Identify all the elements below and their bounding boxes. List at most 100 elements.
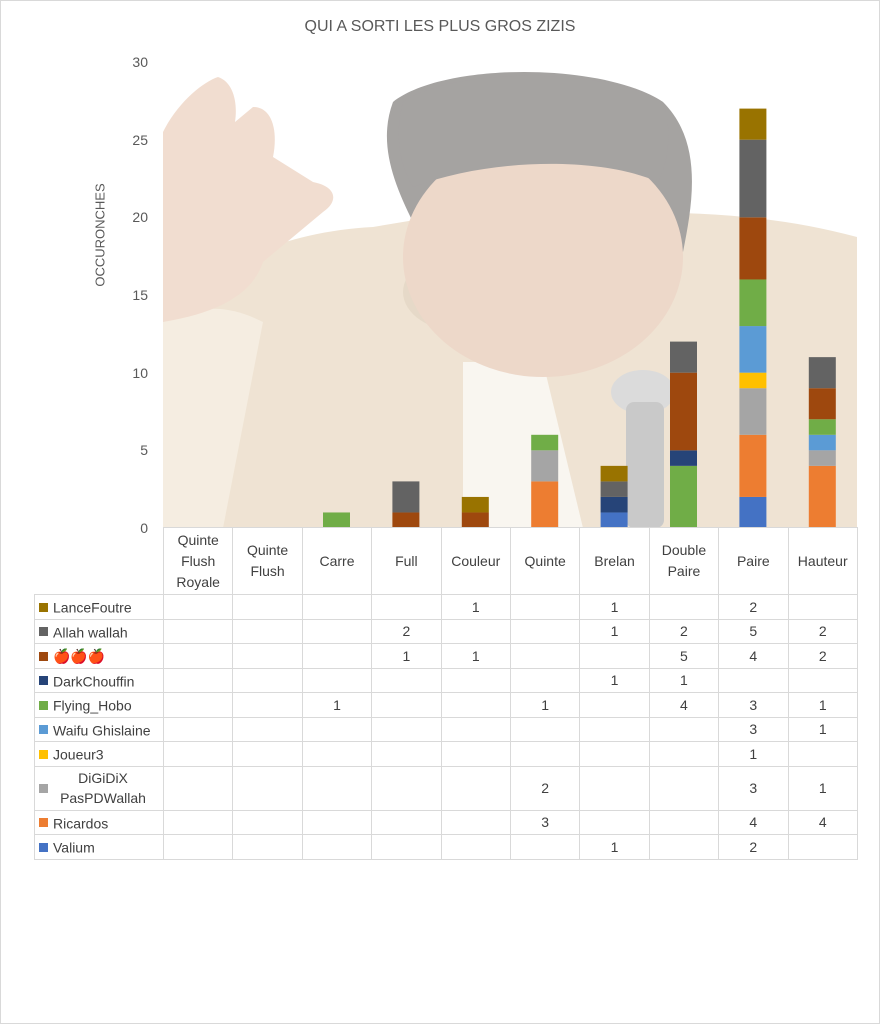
table-cell: 2 — [718, 594, 789, 620]
bar-segment — [531, 481, 559, 528]
table-cell: 3 — [509, 809, 581, 835]
category-label: Couleur — [440, 527, 511, 595]
bar-segment — [739, 217, 767, 280]
table-cell — [509, 834, 581, 860]
table-cell — [648, 765, 720, 811]
table-cell — [162, 667, 234, 693]
table-cell — [232, 741, 303, 767]
table-cell — [509, 594, 581, 620]
bar-segment — [739, 388, 767, 435]
y-tick-label: 20 — [132, 209, 148, 226]
table-cell: 1 — [787, 692, 858, 718]
bar-segment — [531, 450, 559, 482]
category-label: Full — [371, 527, 442, 595]
table-cell — [440, 692, 511, 718]
y-axis-label: OCCURONCHES — [92, 183, 108, 287]
legend-entry: Flying_Hobo — [34, 692, 164, 718]
table-cell — [162, 741, 234, 767]
table-row: LanceFoutre 1 1 2 — [34, 594, 858, 620]
table-cell — [232, 594, 303, 620]
category-label: Brelan — [579, 527, 650, 595]
table-cell: 3 — [718, 692, 789, 718]
bar-segment — [670, 341, 697, 373]
legend-swatch — [39, 602, 48, 612]
table-row: Ricardos 3 4 4 — [34, 809, 858, 835]
y-tick-label: 30 — [132, 54, 148, 70]
y-tick-label: 15 — [132, 287, 148, 303]
table-cell — [787, 834, 858, 860]
table-cell — [787, 667, 858, 693]
table-cell — [162, 643, 234, 669]
legend-entry: DiGiDiX PasPDWallah — [34, 765, 164, 811]
legend-swatch — [39, 651, 48, 661]
table-cell — [440, 765, 511, 811]
bar-segment — [600, 481, 628, 497]
table-cell: 2 — [509, 765, 581, 811]
bar-segment — [461, 512, 489, 528]
bar-segment — [600, 512, 628, 528]
legend-entry: Joueur3 — [34, 741, 164, 767]
table-corner — [35, 528, 164, 595]
bar-segment — [808, 388, 836, 420]
table-cell: 1 — [301, 692, 373, 718]
table-cell: 1 — [509, 692, 581, 718]
table-cell — [509, 667, 581, 693]
table-cell — [162, 834, 234, 860]
table-cell — [232, 643, 303, 669]
legend-swatch — [39, 783, 48, 793]
table-cell — [162, 765, 234, 811]
legend-label: LanceFoutre — [53, 599, 132, 616]
table-cell: 2 — [718, 834, 789, 860]
table-cell — [301, 716, 373, 742]
table-cell — [579, 809, 650, 835]
bar-segment — [600, 496, 628, 513]
table-cell — [232, 692, 303, 718]
table-cell — [648, 809, 720, 835]
legend-swatch — [39, 842, 48, 852]
table-cell — [301, 834, 373, 860]
table-cell — [162, 716, 234, 742]
bar-segment — [531, 434, 559, 451]
bar-segment — [739, 279, 767, 327]
table-cell — [509, 741, 581, 767]
table-cell — [301, 667, 373, 693]
table-cell — [232, 618, 303, 644]
y-tick-label: 0 — [140, 520, 148, 536]
table-cell — [579, 643, 650, 669]
y-tick-label: 25 — [132, 131, 148, 148]
table-cell — [301, 594, 373, 620]
bar-segment — [808, 465, 836, 528]
table-cell — [162, 594, 234, 620]
table-cell — [301, 765, 373, 811]
table-cell — [301, 741, 373, 767]
table-cell — [371, 765, 442, 811]
table-cell: 1 — [579, 834, 650, 860]
table-cell — [440, 809, 511, 835]
table-cell — [371, 716, 442, 742]
table-cell: 5 — [648, 643, 720, 669]
table-cell — [440, 618, 511, 644]
y-tick-label: 10 — [132, 364, 148, 381]
table-cell — [371, 667, 442, 693]
table-cell: 1 — [440, 643, 511, 669]
table-cell — [301, 643, 373, 669]
legend-label: Flying_Hobo — [53, 697, 132, 714]
table-cell: 3 — [718, 716, 789, 742]
table-row: Flying_Hobo 1 1 4 3 1 — [34, 692, 858, 718]
legend-entry: Allah wallah — [34, 618, 164, 644]
table-row: DarkChouffin 1 1 — [34, 667, 858, 693]
table-cell — [509, 618, 581, 644]
table-cell — [232, 809, 303, 835]
table-cell: 2 — [371, 618, 442, 644]
table-cell: 1 — [787, 716, 858, 742]
table-cell: 4 — [648, 692, 720, 718]
bar-segment — [323, 512, 350, 528]
legend-label: Waifu Ghislaine — [53, 721, 151, 738]
table-cell — [509, 716, 581, 742]
table-cell — [440, 667, 511, 693]
table-row: Valium 1 2 — [34, 834, 858, 860]
table-cell — [579, 741, 650, 767]
legend-label: Ricardos — [53, 814, 109, 831]
table-cell: 4 — [787, 809, 858, 835]
table-cell: 2 — [787, 618, 858, 644]
